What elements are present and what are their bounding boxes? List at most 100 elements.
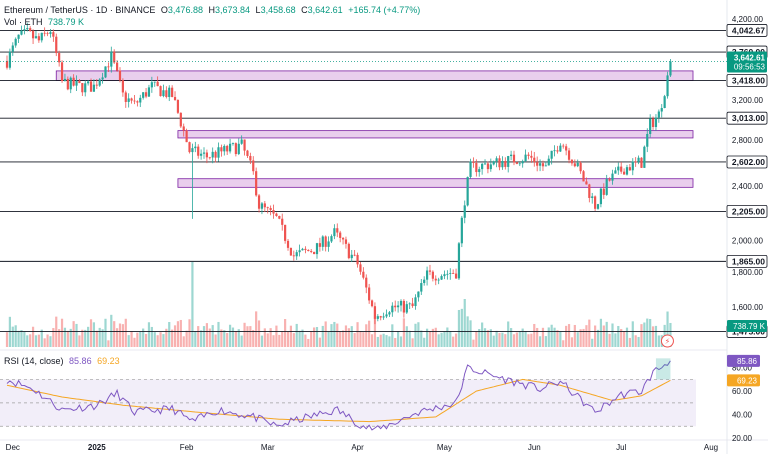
- rsi-overbought-fill: [655, 358, 671, 380]
- volume-bar: [666, 311, 669, 347]
- volume-bar: [330, 324, 333, 347]
- price-tick-9: 1,800.00: [732, 268, 764, 277]
- candle-body: [344, 239, 348, 244]
- candle-body: [602, 188, 605, 195]
- volume-bar: [620, 329, 623, 347]
- candle-body: [376, 316, 379, 319]
- candle-body: [362, 271, 365, 278]
- candle-body: [544, 165, 547, 167]
- volume-bar: [544, 336, 547, 347]
- volume-bar: [211, 325, 214, 347]
- candle-body: [281, 218, 284, 225]
- candle-body: [46, 33, 49, 35]
- ohlc-high: H3,673.84: [208, 5, 251, 15]
- ohlc-open: O3,476.88: [160, 5, 203, 15]
- candle-body: [63, 78, 67, 81]
- candle-body: [269, 208, 272, 211]
- level-badge-text-1: 4,042.67: [732, 25, 765, 35]
- volume-bar: [281, 331, 284, 347]
- candle-body: [17, 34, 20, 39]
- candle-body: [449, 273, 452, 274]
- candle-body: [228, 143, 232, 152]
- volume-bar: [382, 333, 385, 347]
- volume-bar: [275, 325, 278, 347]
- candle-body: [23, 29, 26, 31]
- volume-bar: [301, 329, 304, 347]
- volume-bar: [408, 330, 411, 347]
- volume-bar: [565, 325, 568, 347]
- candle-body: [353, 254, 356, 256]
- volume-bar: [608, 333, 611, 347]
- volume-bar: [168, 322, 171, 347]
- candle-body: [324, 236, 327, 247]
- candle-body: [385, 314, 388, 317]
- volume-bar: [194, 331, 197, 347]
- vol-label[interactable]: Vol · ETH: [4, 17, 43, 27]
- candle-body: [573, 163, 576, 167]
- candle-body: [646, 133, 649, 147]
- candle-body: [118, 70, 122, 81]
- candle-body: [223, 145, 226, 152]
- rsi-tick-2: 60.00: [732, 387, 753, 396]
- rsi-ma-badge: [727, 374, 760, 387]
- volume-bar: [397, 331, 400, 347]
- symbol-header: Ethereum / TetherUS · 1D · BINANCE O3,47…: [4, 5, 423, 16]
- volume-bar: [585, 325, 588, 347]
- rsi-label[interactable]: RSI (14, close): [4, 356, 64, 366]
- volume-bar: [81, 329, 84, 347]
- rsi-badge-value: 85.86: [737, 357, 758, 366]
- candle-body: [202, 152, 206, 154]
- candle-body: [194, 146, 197, 149]
- candle-body: [66, 78, 69, 90]
- candle-body: [240, 139, 243, 144]
- candle-body: [402, 300, 406, 313]
- volume-bar: [255, 311, 258, 347]
- candle-body: [425, 270, 429, 280]
- candle-body: [611, 173, 614, 181]
- volume-bar: [243, 322, 246, 347]
- candle-body: [591, 196, 594, 198]
- volume-bar: [614, 333, 617, 347]
- volume-bar: [469, 320, 472, 347]
- symbol-name[interactable]: Ethereum / TetherUS · 1D · BINANCE: [4, 5, 156, 15]
- volume-bar: [524, 331, 527, 347]
- candle-body: [666, 75, 669, 97]
- volume-bar: [147, 322, 151, 347]
- price-badge-value: 3,642.61: [734, 54, 766, 63]
- volume-bar: [34, 335, 38, 347]
- volume-bar: [521, 328, 524, 347]
- candle-body: [182, 126, 185, 131]
- candle-body: [588, 184, 591, 198]
- candle-body: [231, 143, 235, 144]
- candle-body: [452, 273, 455, 274]
- volume-bar: [298, 330, 301, 347]
- volume-bar: [570, 337, 574, 347]
- candle-body: [394, 305, 397, 308]
- volume-bar: [101, 329, 104, 347]
- candle-body: [501, 161, 504, 168]
- candle-body: [142, 92, 145, 98]
- volume-bar: [460, 308, 463, 347]
- candle-body: [75, 80, 78, 86]
- candle-body: [614, 170, 617, 174]
- volume-bar: [223, 330, 226, 347]
- volume-bar: [98, 327, 101, 347]
- candle-body: [107, 66, 110, 68]
- volume-bar: [321, 325, 324, 347]
- candle-body: [304, 248, 307, 250]
- candle-body: [266, 207, 269, 209]
- candle-body: [339, 232, 342, 238]
- candle-body: [110, 51, 113, 67]
- volume-bar: [402, 318, 406, 347]
- volume-bar: [315, 327, 319, 347]
- price-tick-10: 1,600.00: [732, 303, 764, 312]
- volume-bar: [669, 322, 672, 347]
- candle-body: [246, 150, 249, 156]
- volume-bar: [353, 333, 356, 347]
- candle-body: [541, 163, 545, 167]
- candle-body: [437, 279, 440, 281]
- candle-body: [37, 36, 40, 41]
- time-axis[interactable]: Dec 2025 Feb Mar Apr May Jun Jul Aug: [6, 443, 718, 452]
- volume-bar: [318, 337, 321, 347]
